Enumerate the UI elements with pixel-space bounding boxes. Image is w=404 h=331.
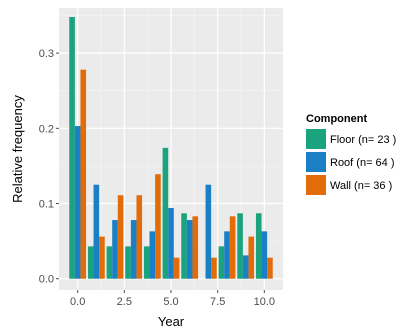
x-tick-label: 2.5 (117, 296, 132, 308)
bar (149, 231, 156, 279)
legend: Component Floor (n= 23 ) Roof (n= 64 ) Wal… (306, 113, 396, 195)
bar (218, 246, 225, 279)
x-tick-label: 7.5 (210, 296, 225, 308)
bar (261, 231, 268, 279)
y-tick-label: 0.3 (39, 48, 54, 60)
bar (186, 220, 193, 279)
legend-label: Wall (n= 36 ) (330, 180, 392, 192)
y-axis-title: Relative frequency (10, 95, 25, 203)
bar (99, 236, 105, 279)
x-tick-label: 10.0 (254, 296, 275, 308)
bar (155, 174, 161, 279)
ticks: 0.0 2.5 5.0 7.5 10.0 0.0 0.1 0.2 0.3 (39, 48, 275, 308)
bar (229, 216, 236, 279)
legend-title: Component (306, 113, 367, 125)
legend-key (306, 175, 326, 195)
bar (162, 147, 169, 279)
legend-label: Floor (n= 23 ) (330, 134, 396, 146)
bar (192, 216, 199, 279)
bar (112, 220, 118, 279)
bar (74, 126, 81, 279)
bar (205, 184, 212, 279)
x-tick-label: 0.0 (70, 296, 85, 308)
x-tick-label: 5.0 (163, 296, 178, 308)
bar (168, 208, 174, 279)
bar (181, 213, 187, 279)
bar (69, 17, 75, 279)
x-axis-title: Year (158, 314, 185, 329)
bar (255, 213, 262, 279)
bar (211, 257, 217, 279)
bar (125, 246, 131, 279)
legend-key (306, 129, 326, 149)
bar (80, 69, 87, 279)
y-tick-label: 0.2 (39, 123, 54, 135)
bar (242, 255, 249, 279)
bar (136, 195, 143, 279)
y-tick-label: 0.0 (39, 274, 54, 286)
bar (237, 213, 243, 279)
bar (130, 220, 137, 279)
bar (106, 246, 113, 279)
bar (173, 257, 180, 279)
bar (143, 246, 150, 279)
bars (69, 17, 273, 279)
bar (267, 257, 273, 279)
legend-key (306, 152, 326, 172)
bar (93, 184, 100, 279)
legend-label: Roof (n= 64 ) (330, 157, 395, 169)
bar (224, 231, 230, 279)
bar (87, 246, 94, 279)
bar (117, 195, 124, 279)
y-tick-label: 0.1 (39, 199, 54, 211)
bar (248, 236, 255, 279)
